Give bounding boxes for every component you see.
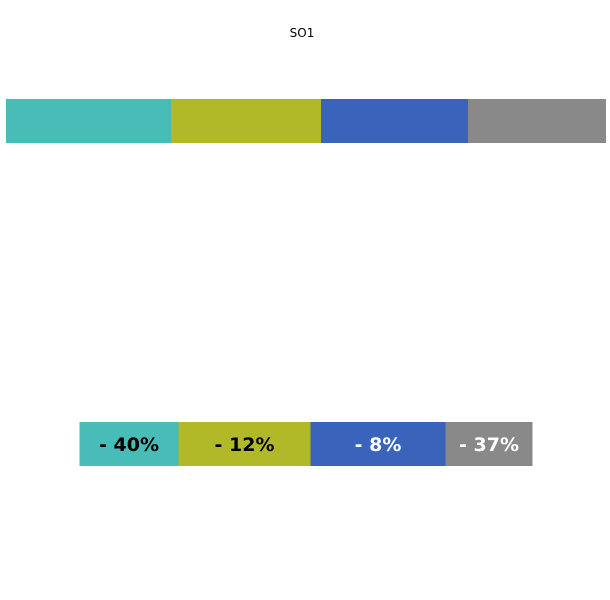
data-label-1: - 40% (99, 434, 159, 456)
bar-segment-row1-1 (6, 99, 171, 143)
bar-segment-row1-4 (468, 99, 606, 143)
bar-segment-row2-2 (178, 422, 311, 466)
data-label-4: - 37% (459, 434, 519, 456)
bar-segment-row2-3 (310, 422, 446, 466)
bar-segment-row2-1 (79, 422, 179, 466)
bar-segment-row2-4 (445, 422, 533, 466)
top-stacked-bar (6, 99, 606, 143)
data-label-3: - 8% (355, 434, 402, 456)
bar-segment-row1-2 (171, 99, 321, 143)
category-label-so1: SO1 (290, 26, 315, 40)
bar-segment-row1-3 (321, 99, 468, 143)
bottom-stacked-bar: - 40% - 12% - 8% - 37% (79, 422, 533, 466)
data-label-2: - 12% (215, 434, 275, 456)
